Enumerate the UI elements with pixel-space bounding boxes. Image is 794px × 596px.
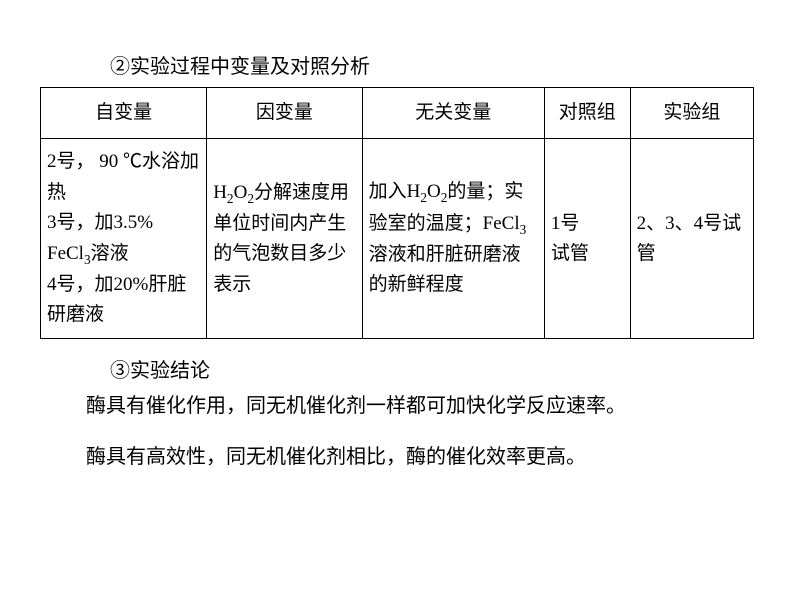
variables-table: 自变量 因变量 无关变量 对照组 实验组 2号， 90 ℃水浴加热 3号，加3.… <box>40 87 754 339</box>
section2-title: ②实验过程中变量及对照分析 <box>110 50 754 79</box>
cell-col2: H2O2分解速度用单位时间内产生的气泡数目多少表示 <box>207 139 362 339</box>
table-header-row: 自变量 因变量 无关变量 对照组 实验组 <box>41 88 754 139</box>
cell-col4: 1号试管 <box>544 139 630 339</box>
conclusion-text-2: 酶具有高效性，同无机催化剂相比，酶的催化效率更高。 <box>40 439 754 475</box>
cell-col5: 2、3、4号试管 <box>630 139 753 339</box>
header-col5: 实验组 <box>630 88 753 139</box>
table-data-row: 2号， 90 ℃水浴加热 3号，加3.5% FeCl3溶液 4号，加20%肝脏研… <box>41 139 754 339</box>
header-col2: 因变量 <box>207 88 362 139</box>
header-col3: 无关变量 <box>362 88 544 139</box>
conclusion-text-1: 酶具有催化作用，同无机催化剂一样都可加快化学反应速率。 <box>40 388 754 424</box>
section3-title: ③实验结论 <box>110 354 754 383</box>
cell-col1: 2号， 90 ℃水浴加热 3号，加3.5% FeCl3溶液 4号，加20%肝脏研… <box>41 139 207 339</box>
cell-col3: 加入H2O2的量；实验室的温度；FeCl3溶液和肝脏研磨液的新鲜程度 <box>362 139 544 339</box>
header-col1: 自变量 <box>41 88 207 139</box>
header-col4: 对照组 <box>544 88 630 139</box>
